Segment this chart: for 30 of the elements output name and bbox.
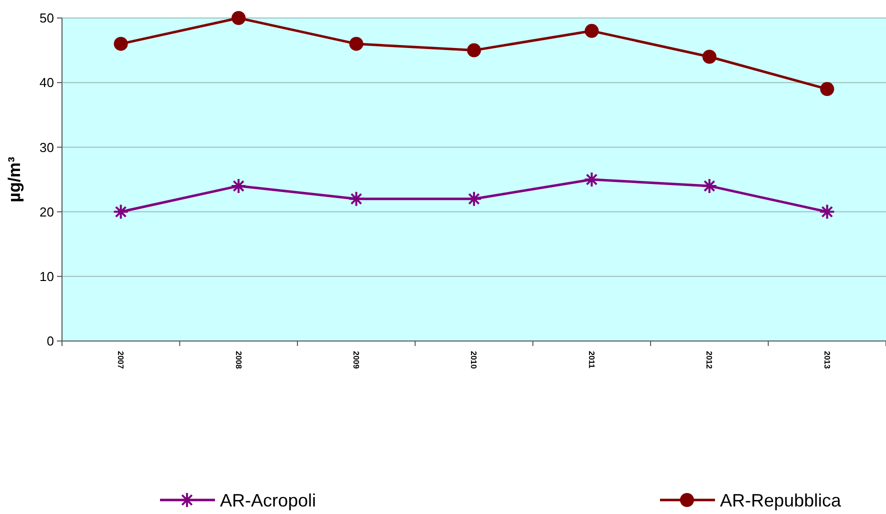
- x-tick-label: 2007: [116, 351, 126, 370]
- x-tick-label: 2011: [586, 351, 596, 369]
- point: [467, 43, 481, 58]
- x-tick-label: 2008: [234, 351, 243, 370]
- point: [112, 204, 129, 220]
- point: [819, 204, 836, 220]
- y-axis-title: µg/m³: [5, 156, 24, 202]
- x-tick-label: 2010: [469, 351, 478, 370]
- y-tick-label: 30: [40, 140, 54, 155]
- x-tick-label: 2009: [351, 351, 360, 370]
- point: [466, 190, 482, 207]
- y-tick-label: 10: [40, 268, 54, 284]
- point: [114, 36, 128, 51]
- legend-label: AR-Acropoli: [220, 490, 316, 510]
- y-tick-label: 0: [46, 334, 54, 349]
- point: [349, 36, 364, 51]
- point: [584, 24, 599, 38]
- legend-label: AR-Repubblica: [720, 490, 842, 510]
- point: [702, 50, 716, 64]
- point: [820, 82, 834, 96]
- point: [232, 11, 246, 25]
- y-tick-label: 50: [40, 10, 54, 26]
- point: [584, 172, 600, 188]
- y-tick-label: 40: [40, 75, 54, 90]
- y-tick-label: 20: [40, 204, 54, 220]
- point: [230, 178, 247, 194]
- x-tick-label: 2012: [704, 351, 714, 370]
- x-tick-label: 2013: [822, 351, 832, 370]
- point: [701, 178, 718, 194]
- point: [348, 190, 364, 207]
